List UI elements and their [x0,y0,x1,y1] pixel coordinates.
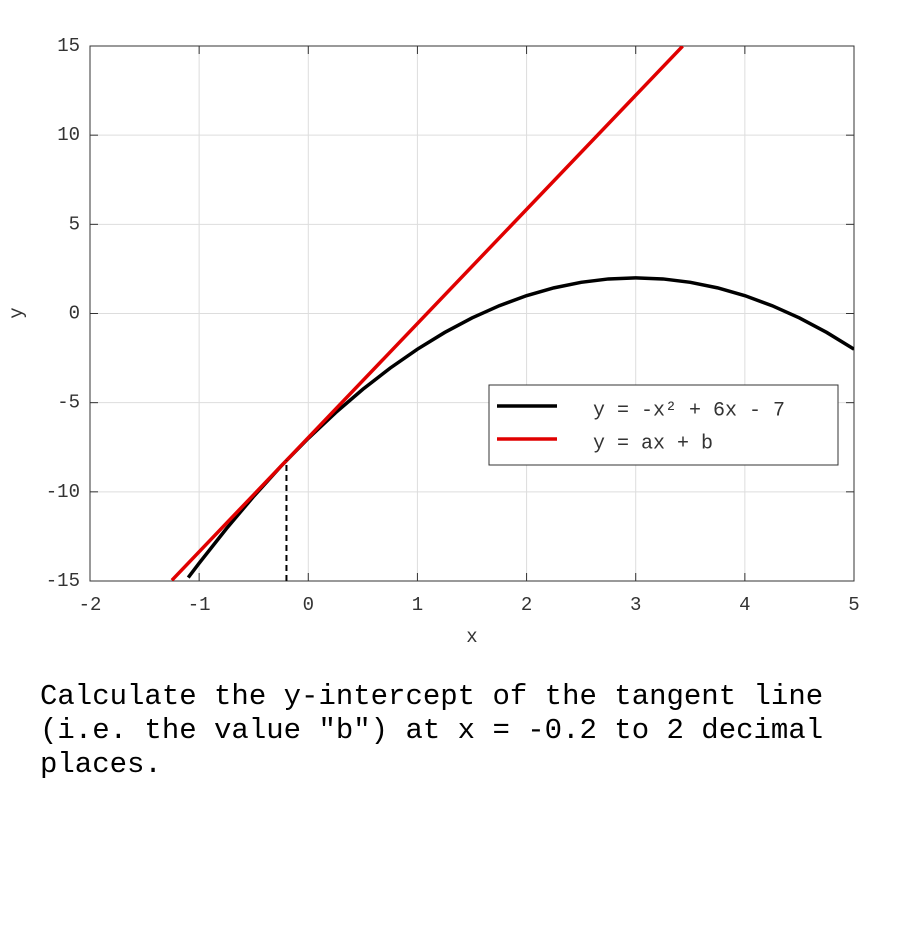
y-tick-label: -15 [46,570,80,592]
plot-area [170,46,854,581]
x-tick-label: 1 [412,594,423,616]
x-tick-label: 3 [630,594,641,616]
x-tick-label: 4 [739,594,750,616]
y-tick-label: -5 [57,392,80,414]
legend-label: y = -x² + 6x - 7 [593,399,785,422]
y-tick-label: -10 [46,481,80,503]
plot-frame [89,45,855,582]
legend-box [488,384,839,466]
x-axis-label: x [466,626,477,648]
x-tick-label: 5 [848,594,859,616]
x-tick-label: -1 [188,594,211,616]
y-tick-label: 10 [57,124,80,146]
y-tick-label: 15 [57,35,80,57]
legend-label: y = ax + b [593,432,713,455]
y-tick-label: 5 [69,213,80,235]
y-tick-label: 0 [69,303,80,325]
x-tick-label: 2 [521,594,532,616]
y-axis-label: y [6,307,28,318]
x-tick-label: -2 [79,594,102,616]
x-tick-label: 0 [303,594,314,616]
question: Calculate the y-intercept of the tangent… [40,680,824,781]
series-line [170,46,684,581]
